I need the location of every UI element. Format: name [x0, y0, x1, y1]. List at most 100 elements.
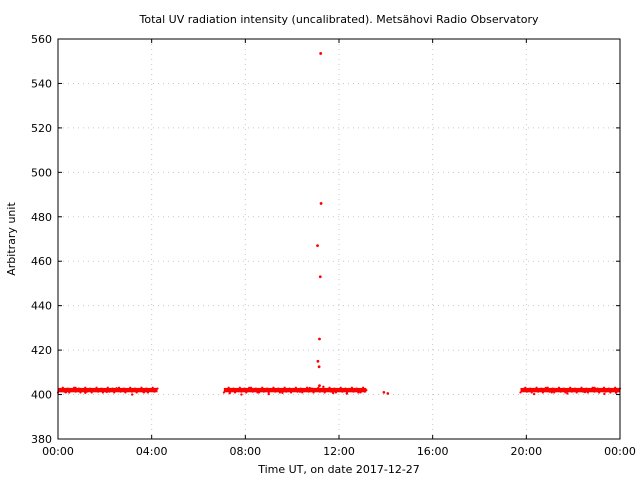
data-point — [74, 390, 77, 393]
data-point — [322, 387, 325, 390]
data-point — [320, 389, 323, 392]
data-point — [101, 391, 105, 394]
data-point — [262, 390, 265, 393]
data-point — [603, 392, 606, 396]
y-axis-label: Arbitrary unit — [5, 202, 18, 276]
data-point — [71, 388, 74, 391]
data-point — [222, 391, 225, 394]
data-point — [267, 391, 270, 394]
data-point — [318, 390, 321, 393]
data-point — [153, 390, 156, 393]
data-point — [352, 390, 355, 393]
data-point — [322, 385, 325, 388]
data-point — [293, 388, 296, 391]
data-point — [318, 337, 321, 341]
data-point — [334, 391, 338, 394]
data-point — [259, 388, 262, 391]
data-point — [612, 388, 615, 391]
data-point — [294, 386, 297, 389]
data-point — [80, 389, 84, 392]
data-point — [308, 386, 311, 390]
data-point — [240, 390, 243, 393]
data-point — [342, 389, 346, 392]
data-point — [339, 386, 342, 389]
data-point — [583, 390, 587, 394]
data-point — [362, 386, 365, 389]
data-point — [241, 389, 245, 392]
data-point — [74, 386, 77, 390]
data-point — [254, 387, 257, 390]
data-point — [522, 388, 525, 391]
data-point — [578, 388, 581, 391]
data-point — [84, 391, 87, 394]
data-point — [557, 386, 561, 389]
data-point — [285, 390, 288, 393]
data-point — [124, 391, 127, 394]
data-point — [583, 389, 586, 392]
data-point — [130, 393, 134, 396]
data-point — [544, 386, 548, 390]
data-point — [301, 391, 304, 394]
data-point — [326, 388, 330, 391]
data-point — [142, 391, 146, 394]
x-tick-label: 08:00 — [229, 445, 261, 458]
y-tick-label: 440 — [31, 300, 52, 313]
data-point — [122, 387, 125, 390]
data-point — [289, 391, 293, 394]
data-point — [106, 386, 109, 389]
data-point — [588, 389, 591, 392]
data-point — [561, 389, 564, 392]
data-point — [248, 386, 251, 390]
data-point — [317, 365, 321, 369]
data-point — [363, 390, 366, 393]
data-point — [76, 389, 79, 392]
data-point — [77, 387, 80, 390]
data-point — [296, 390, 299, 393]
data-point — [307, 390, 310, 393]
data-point — [154, 389, 158, 392]
data-point — [130, 390, 133, 393]
data-point — [93, 388, 97, 391]
data-point — [524, 386, 527, 389]
data-point — [549, 389, 553, 392]
data-point — [354, 389, 357, 392]
data-point — [386, 392, 390, 395]
data-point — [111, 387, 114, 390]
data-point — [125, 389, 129, 392]
data-point — [61, 386, 64, 389]
data-point — [540, 387, 543, 390]
data-point — [257, 391, 261, 394]
data-point — [551, 387, 554, 390]
y-tick-label: 520 — [31, 122, 52, 135]
data-point — [617, 389, 620, 392]
data-point — [84, 386, 87, 389]
data-point — [609, 391, 612, 394]
data-point — [225, 388, 229, 391]
data-point — [344, 387, 347, 390]
data-point — [546, 386, 549, 389]
data-point — [230, 389, 233, 392]
data-point — [309, 389, 312, 392]
data-point — [243, 387, 246, 390]
data-point — [532, 392, 536, 396]
data-point — [119, 390, 122, 393]
data-point — [115, 387, 118, 390]
data-point — [610, 389, 614, 392]
data-point — [355, 387, 358, 390]
data-point — [89, 387, 92, 390]
data-point — [98, 389, 101, 392]
data-point — [280, 389, 283, 392]
data-point — [146, 391, 149, 394]
data-point — [264, 389, 267, 392]
data-point — [382, 391, 386, 394]
data-point — [60, 388, 63, 391]
data-point — [245, 391, 248, 394]
data-point — [572, 389, 575, 392]
data-point — [232, 387, 235, 390]
data-point — [591, 386, 594, 389]
data-point — [328, 386, 331, 389]
data-point — [336, 389, 339, 392]
data-point — [267, 392, 270, 396]
grid — [58, 39, 620, 439]
data-point — [299, 387, 302, 390]
